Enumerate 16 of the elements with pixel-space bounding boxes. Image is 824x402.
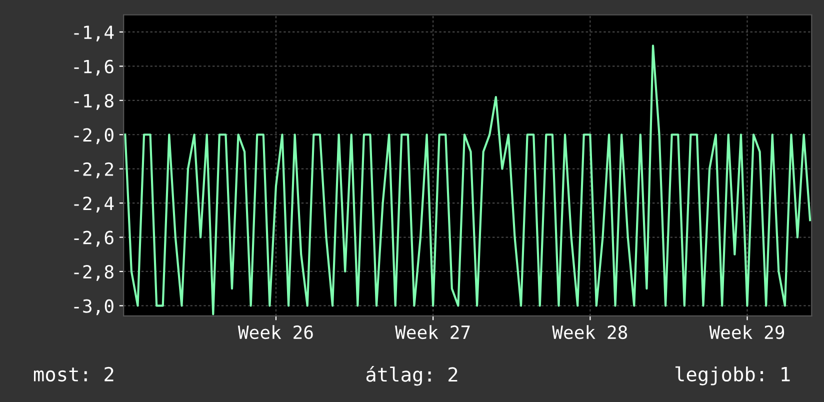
y-tick-label: -2,6: [74, 230, 114, 247]
y-tick-label: -2,4: [74, 196, 114, 212]
text: átlag: 2: [366, 366, 458, 386]
y-tick-label: -1,6: [74, 60, 114, 76]
x-tick-label: Week 26: [238, 325, 313, 340]
y-tick-label: -1,8: [74, 94, 114, 110]
x-tick-label: Week 28: [552, 325, 628, 340]
y-tick-label: -2,0: [74, 128, 114, 144]
y-tick-label: -2,8: [74, 265, 114, 281]
x-tick-label: Week 27: [395, 325, 470, 340]
y-tick-label: -2,2: [74, 162, 114, 178]
text: most: 2: [34, 366, 114, 382]
x-tick-label: Week 29: [709, 325, 784, 340]
y-tick-label: -1,4: [74, 26, 114, 42]
text: legjobb: 1: [675, 366, 790, 386]
y-tick-label: -3,0: [74, 299, 114, 316]
